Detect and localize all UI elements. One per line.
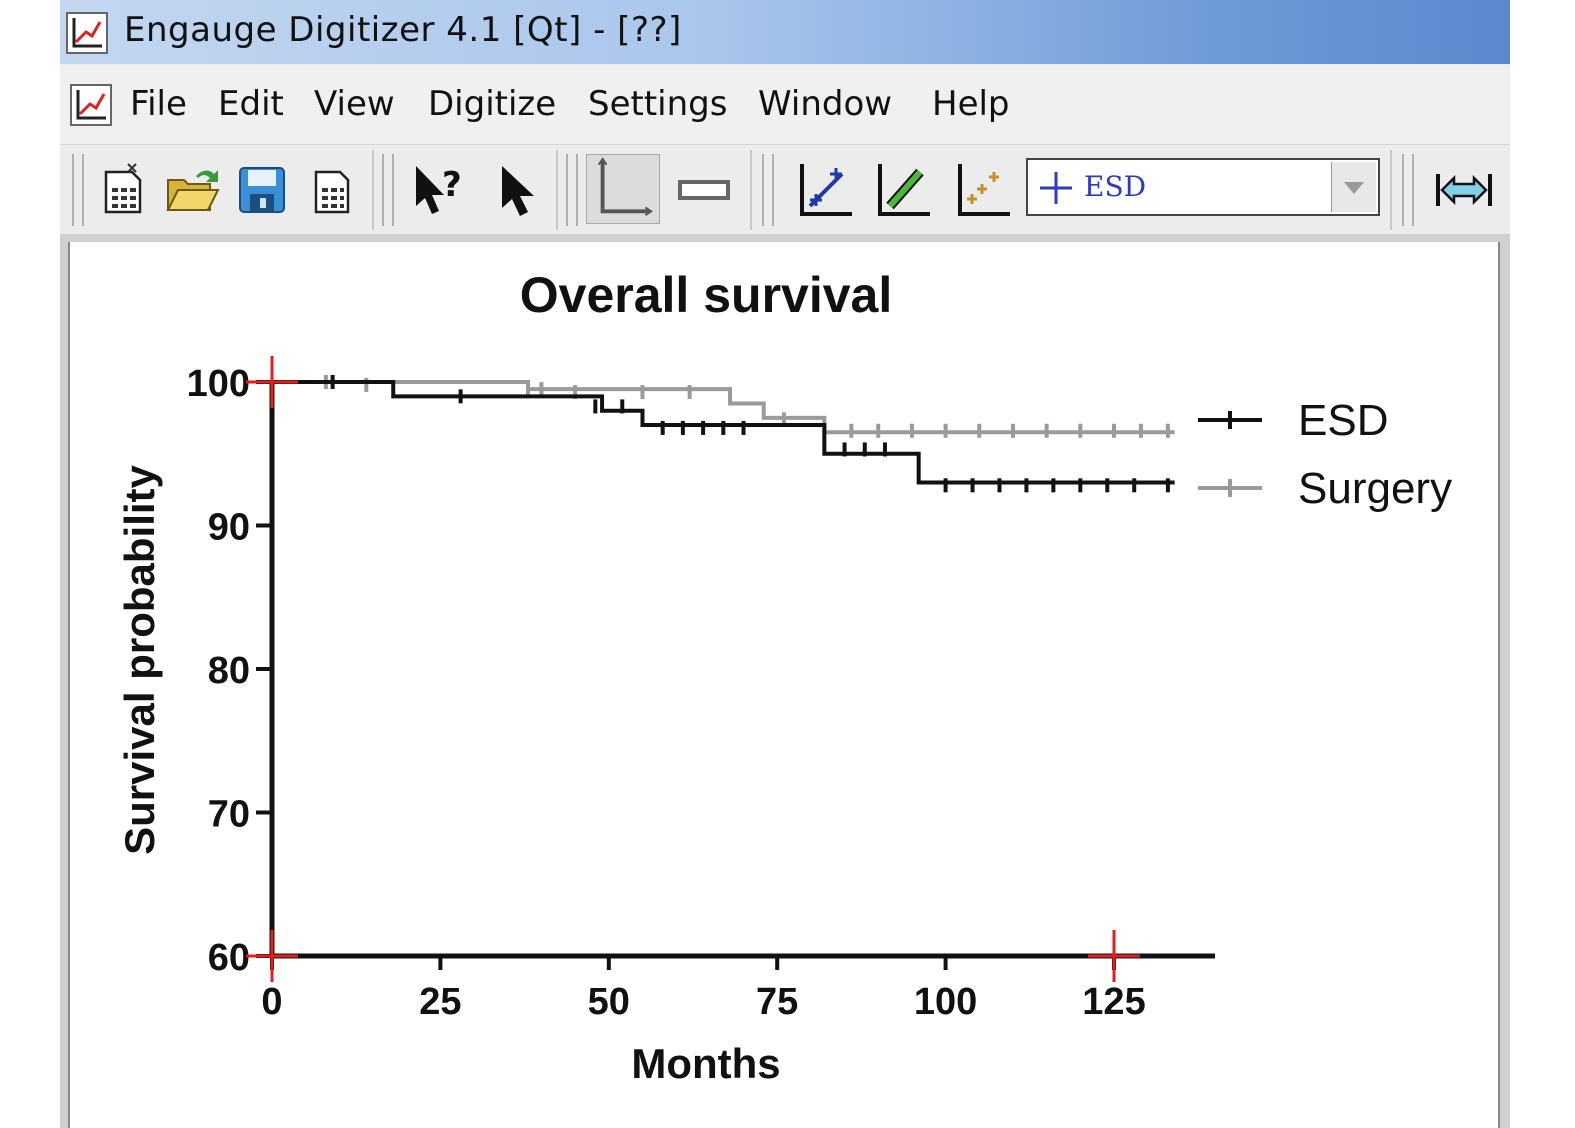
x-tick-label: 0: [261, 981, 282, 1023]
chevron-down-icon: [1344, 182, 1364, 194]
toolbar-grip[interactable]: [382, 154, 394, 226]
open-folder-icon[interactable]: [162, 160, 222, 220]
axis-markers: [246, 356, 1140, 982]
menu-bar: File Edit View Digitize Settings Window …: [60, 66, 1510, 145]
axis-point-icon[interactable]: [586, 154, 660, 224]
toolbar-separator: [556, 150, 558, 230]
x-tick-label: 75: [756, 981, 798, 1023]
menu-window[interactable]: Window: [758, 84, 893, 124]
segment-fill-icon[interactable]: [872, 160, 932, 220]
x-tick-label: 100: [914, 981, 977, 1023]
menu-settings[interactable]: Settings: [588, 84, 728, 124]
point-match-icon[interactable]: [952, 160, 1012, 220]
curve-select-dropdown[interactable]: ESD: [1026, 158, 1380, 216]
y-axis-title: Survival probability: [116, 464, 163, 854]
window-title: Engauge Digitizer 4.1 [Qt] - [??]: [124, 10, 682, 50]
select-arrow-icon[interactable]: [488, 160, 548, 220]
axis-point-marker: [246, 930, 298, 982]
y-tick-label: 100: [187, 363, 250, 405]
engauge-window: Engauge Digitizer 4.1 [Qt] - [??] File E…: [60, 0, 1510, 1128]
series-esd-line: [272, 380, 1175, 485]
toolbar-separator: [750, 150, 752, 230]
menu-digitize[interactable]: Digitize: [428, 84, 557, 124]
y-tick-label: 80: [208, 650, 250, 692]
axis-point-marker: [1088, 930, 1140, 982]
toolbar-grip[interactable]: [762, 154, 774, 226]
survival-chart[interactable]: Overall survival Survival probability Mo…: [70, 242, 1498, 1128]
legend-esd-label: ESD: [1298, 396, 1388, 445]
x-tick-label: 125: [1082, 981, 1145, 1023]
y-tick-label: 60: [208, 937, 250, 979]
chart-title: Overall survival: [520, 267, 892, 323]
curve-point-icon[interactable]: [794, 160, 854, 220]
dropdown-arrow-button[interactable]: [1331, 162, 1376, 212]
y-tick-label: 90: [208, 507, 250, 549]
engauge-app-icon: [66, 12, 108, 54]
document-icon[interactable]: [70, 84, 112, 126]
axis-point-marker: [246, 356, 298, 408]
curve-point-cross-icon: [1040, 172, 1072, 204]
toolbar-grip[interactable]: [72, 154, 84, 226]
x-tick-label: 50: [588, 981, 630, 1023]
axes: 60 70 80 90 100 0 25 50 75 100 125: [187, 363, 1216, 1023]
scale-bar-icon[interactable]: [674, 160, 734, 220]
new-document-icon[interactable]: [94, 160, 154, 220]
toolbar-grip[interactable]: [1402, 154, 1414, 226]
whats-this-help-icon[interactable]: ?: [408, 160, 468, 220]
menu-edit[interactable]: Edit: [218, 84, 284, 124]
toolbar: ?: [60, 146, 1510, 234]
toolbar-separator: [372, 150, 374, 230]
menu-view[interactable]: View: [314, 84, 395, 124]
curve-select-value: ESD: [1084, 170, 1147, 203]
toolbar-separator: [1390, 150, 1392, 230]
legend-surgery-label: Surgery: [1298, 464, 1452, 513]
y-tick-label: 70: [208, 794, 250, 836]
legend: ESD Surgery: [1198, 396, 1452, 513]
x-axis-title: Months: [631, 1040, 780, 1087]
svg-text:?: ?: [442, 165, 462, 205]
save-disk-icon[interactable]: [232, 160, 292, 220]
toolbar-grip[interactable]: [566, 154, 578, 226]
series-layer: [272, 375, 1175, 493]
document-properties-icon[interactable]: [302, 160, 362, 220]
canvas-frame: Overall survival Survival probability Mo…: [60, 234, 1510, 1128]
menu-help[interactable]: Help: [932, 84, 1010, 124]
document-canvas[interactable]: Overall survival Survival probability Mo…: [68, 242, 1500, 1128]
menu-file[interactable]: File: [130, 84, 187, 124]
title-bar[interactable]: Engauge Digitizer 4.1 [Qt] - [??]: [60, 0, 1510, 64]
x-tick-label: 25: [419, 981, 461, 1023]
zoom-fit-width-icon[interactable]: [1434, 160, 1494, 220]
